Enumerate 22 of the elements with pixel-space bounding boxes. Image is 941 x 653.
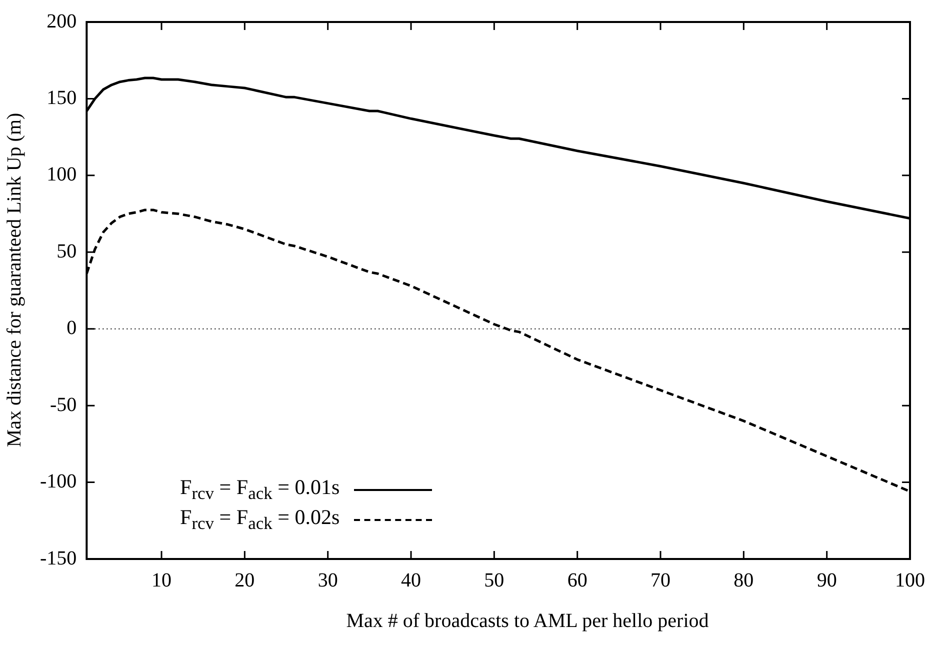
y-tick-label: -150 (40, 547, 77, 570)
y-tick-label: 100 (46, 164, 77, 186)
x-tick-label: 40 (401, 569, 422, 592)
legend-label: F$_{rcv}$ = F$_{ack}$ = 0.01s (180, 475, 340, 506)
y-tick-label: 50 (56, 240, 77, 262)
x-tick-label: 30 (318, 569, 338, 592)
y-tick-label: 200 (46, 10, 77, 32)
y-tick-label: -50 (50, 394, 77, 416)
x-tick-label: 10 (152, 569, 172, 592)
y-tick-label: 0 (66, 317, 77, 340)
y-axis-title: Max distance for guaranteed Link Up (m) (4, 112, 26, 448)
x-tick-label: 70 (650, 569, 671, 592)
y-tick-label: -100 (40, 470, 77, 493)
legend-label: F$_{rcv}$ = F$_{ack}$ = 0.02s (180, 505, 340, 536)
x-tick-label: 20 (234, 569, 255, 592)
x-tick-label: 90 (816, 569, 837, 592)
x-axis-title: Max # of broadcasts to AML per hello period (345, 610, 710, 633)
x-tick-label: 100 (895, 569, 925, 592)
x-tick-label: 60 (567, 569, 588, 592)
x-tick-label: 50 (484, 569, 504, 592)
y-tick-label: 150 (46, 86, 77, 109)
x-tick-label: 80 (734, 569, 754, 592)
